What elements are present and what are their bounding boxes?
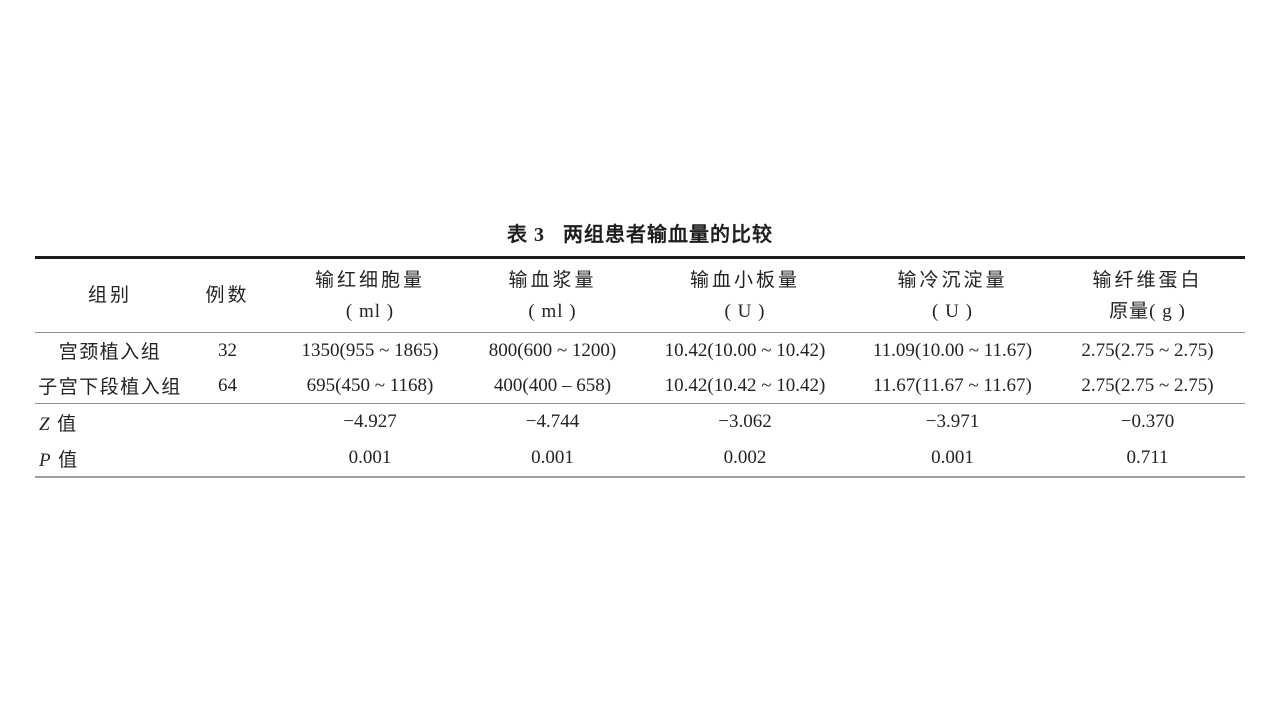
platelet-value: 10.42(10.42 ~ 10.42) xyxy=(635,368,855,404)
platelet-value: 10.42(10.00 ~ 10.42) xyxy=(664,339,826,361)
group-name: 子宫下段植入组 xyxy=(35,368,185,404)
col-header-group: 组别 xyxy=(35,257,185,333)
table-header: 组别 例数 输红细胞量 ( ml ) 输血浆量 ( ml ) 输血小板量 ( U… xyxy=(35,257,1245,333)
cases-value: 32 xyxy=(218,339,237,361)
table-row-lower-uterine-group: 子宫下段植入组 64 695(450 ~ 1168) 400(400 – 658… xyxy=(35,368,1245,404)
table-title-text: 两组患者输血量的比较 xyxy=(563,224,773,246)
p-rbc: 0.001 xyxy=(348,447,392,468)
col-header-cryo: 输冷沉淀量 ( U ) xyxy=(855,257,1050,333)
z-rbc: −4.927 xyxy=(343,411,397,432)
plasma-value: 400(400 – 658) xyxy=(470,368,635,404)
rbc-value: 1350(955 ~ 1865) xyxy=(301,339,439,361)
z-fibrinogen: −0.370 xyxy=(1120,411,1175,432)
comparison-table: 组别 例数 输红细胞量 ( ml ) 输血浆量 ( ml ) 输血小板量 ( U… xyxy=(35,256,1245,478)
rbc-value: 695(450 ~ 1168) xyxy=(270,368,470,404)
fibrinogen-value: 2.75(2.75 ~ 2.75) xyxy=(1050,368,1245,404)
table-number: 表 3 xyxy=(507,224,545,246)
cryo-value: 11.09(10.00 ~ 11.67) xyxy=(872,339,1033,361)
empty-cell xyxy=(185,440,270,477)
cryo-value: 11.67(11.67 ~ 11.67) xyxy=(855,368,1050,404)
col-header-plasma: 输血浆量 ( ml ) xyxy=(470,257,635,333)
header-row: 组别 例数 输红细胞量 ( ml ) 输血浆量 ( ml ) 输血小板量 ( U… xyxy=(35,257,1245,333)
col-header-rbc: 输红细胞量 ( ml ) xyxy=(270,257,470,333)
plasma-value: 800(600 ~ 1200) xyxy=(488,339,617,361)
group-rows: 宫颈植入组 32 1350(955 ~ 1865) 800(600 ~ 1200… xyxy=(35,333,1245,404)
p-plasma: 0.001 xyxy=(531,447,574,468)
fibrinogen-value: 2.75(2.75 ~ 2.75) xyxy=(1081,339,1214,361)
empty-cell xyxy=(185,404,270,441)
table-row-cervical-group: 宫颈植入组 32 1350(955 ~ 1865) 800(600 ~ 1200… xyxy=(35,333,1245,369)
table-title: 表 3 两组患者输血量的比较 xyxy=(0,218,1280,247)
col-header-fibrinogen: 输纤维蛋白 原量( g ) xyxy=(1050,257,1245,333)
z-platelet: −3.062 xyxy=(718,411,772,432)
p-platelet: 0.002 xyxy=(723,447,767,468)
col-header-platelet: 输血小板量 ( U ) xyxy=(635,257,855,333)
p-fibrinogen: 0.711 xyxy=(1126,447,1169,468)
p-cryo: 0.001 xyxy=(931,447,974,468)
z-plasma: −4.744 xyxy=(525,411,580,432)
col-header-cases: 例数 xyxy=(185,257,270,333)
cases-value: 64 xyxy=(185,368,270,404)
group-name: 宫颈植入组 xyxy=(58,342,162,363)
z-cryo: −3.971 xyxy=(925,411,980,432)
